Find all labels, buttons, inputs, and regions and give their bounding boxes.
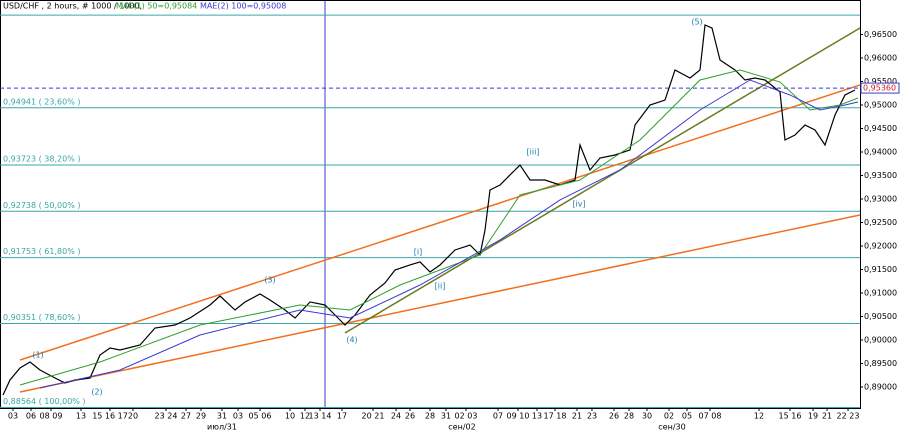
fib-label: 0,94941 ( 23,60% ) — [3, 97, 80, 106]
fib-label: 0,92738 ( 50,00% ) — [3, 201, 80, 210]
x-tick-label: 21 — [822, 412, 832, 421]
x-tick-label: 15 16 — [779, 412, 802, 421]
y-tick-label: 0,94000 — [864, 147, 897, 156]
fib-label: 0,93723 ( 38,20% ) — [3, 155, 80, 164]
y-tick-label: 0,94500 — [864, 124, 897, 133]
y-tick-label: 0,93000 — [864, 194, 897, 203]
wave-label: (3) — [264, 275, 275, 284]
x-tick-label: 17 18 — [544, 412, 567, 421]
y-tick-label: 0,96500 — [864, 30, 897, 39]
trend-line — [19, 84, 861, 361]
wave-label: [ii] — [435, 281, 446, 290]
x-tick-label: 05 06 — [249, 412, 272, 421]
x-tick-label: 29 — [196, 412, 206, 421]
y-tick-label: 0,90500 — [864, 312, 897, 321]
wave-label: [iv] — [572, 199, 585, 208]
x-tick-label: 21 — [572, 412, 582, 421]
x-tick-label: 10 — [285, 412, 295, 421]
chart-title: USD/CHF , 2 hours, # 1000 / 1000, — [3, 2, 142, 11]
x-tick-label: 22 23 — [837, 412, 860, 421]
last-price-box — [860, 82, 900, 94]
x-tick-label: 07 08 — [699, 412, 722, 421]
fib-label: 0,90351 ( 78,60% ) — [3, 313, 80, 322]
x-tick-label: 31 — [441, 412, 451, 421]
x-tick-label: 02 — [664, 412, 674, 421]
x-tick-label: 12 — [754, 412, 764, 421]
x-tick-label: 02 03 — [455, 412, 478, 421]
x-group-label: сен/30 — [658, 423, 685, 432]
x-tick-label: 27 — [181, 412, 191, 421]
x-tick-label: 07 — [493, 412, 503, 421]
y-tick-label: 0,95000 — [864, 100, 897, 109]
y-tick-label: 0,96000 — [864, 53, 897, 62]
wave-label: (5) — [691, 17, 702, 26]
x-tick-label: 13 — [532, 412, 542, 421]
y-tick-label: 0,95500 — [864, 77, 897, 86]
x-group-label: июл/31 — [207, 423, 237, 432]
y-tick-label: 0,89500 — [864, 359, 897, 368]
x-tick-label: 28 — [624, 412, 634, 421]
x-tick-label: 19 — [808, 412, 818, 421]
trend-line — [344, 27, 861, 334]
y-tick-label: 0,90000 — [864, 335, 897, 344]
wave-label: (1) — [32, 350, 43, 359]
y-tick-label: 0,92500 — [864, 218, 897, 227]
moving-average — [19, 69, 859, 386]
moving-average — [39, 79, 859, 389]
x-tick-label: 09 10 — [507, 412, 530, 421]
y-tick-label: 0,89000 — [864, 382, 897, 391]
x-tick-label: 03 — [8, 412, 18, 421]
fib-label: 0,91753 ( 61,80% ) — [3, 247, 80, 256]
y-tick-label: 0,93500 — [864, 171, 897, 180]
x-tick-label: 26 — [609, 412, 619, 421]
fib-label: 0,88564 ( 100,00% ) — [3, 397, 86, 406]
x-tick-label: 05 — [682, 412, 692, 421]
y-tick-label: 0,92000 — [864, 241, 897, 250]
x-tick-label: 23 24 — [155, 412, 178, 421]
wave-label: [iii] — [527, 147, 540, 156]
x-tick-label: 12 — [300, 412, 310, 421]
x-tick-label: 06 — [26, 412, 36, 421]
x-tick-label: 24 — [391, 412, 401, 421]
wave-label: (4) — [346, 335, 357, 344]
x-tick-label: 17 — [337, 412, 347, 421]
y-tick-label: 0,91500 — [864, 265, 897, 274]
x-tick-label: 13 — [76, 412, 86, 421]
x-tick-label: 13 14 — [309, 412, 332, 421]
last-price-label: 0,95360 — [863, 84, 896, 93]
x-tick-label: 03 — [233, 412, 243, 421]
x-tick-label: 28 — [425, 412, 435, 421]
trend-line — [19, 214, 861, 393]
x-tick-label: 08 09 — [40, 412, 63, 421]
y-tick-label: 0,91000 — [864, 288, 897, 297]
x-group-label: сен/02 — [448, 423, 475, 432]
legend-entry: MAE(1) 50=0,95084 — [116, 2, 197, 11]
x-tick-label: 15 16 17 — [92, 412, 128, 421]
x-tick-label: 31 — [217, 412, 227, 421]
price-line — [2, 24, 856, 396]
x-tick-label: 26 — [405, 412, 415, 421]
x-tick-label: 23 — [587, 412, 597, 421]
x-tick-label: 20 21 — [362, 412, 385, 421]
x-tick-label: 20 — [128, 412, 138, 421]
legend-entry: MAE(2) 100=0,95008 — [200, 2, 286, 11]
x-tick-label: 30 — [642, 412, 652, 421]
wave-label: (2) — [91, 387, 102, 396]
wave-label: [i] — [414, 248, 422, 257]
